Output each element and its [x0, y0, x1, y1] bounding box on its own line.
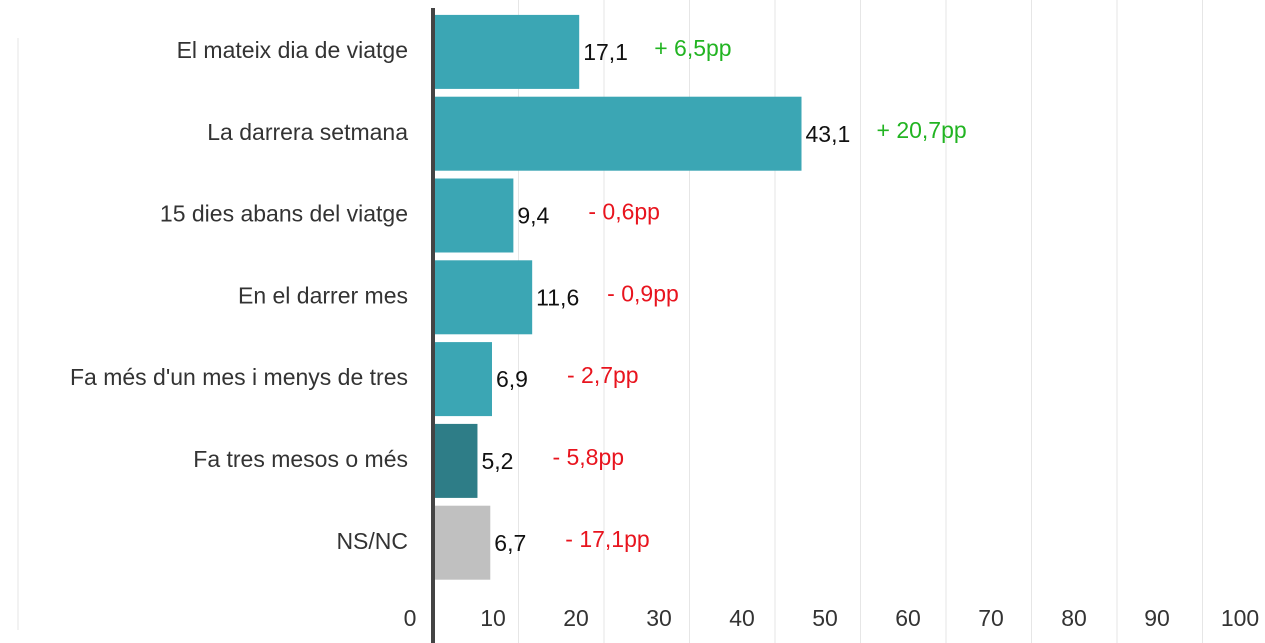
change-annotation: - 17,1pp [565, 526, 649, 552]
bar [433, 423, 478, 498]
value-label: 6,9 [496, 366, 528, 392]
value-label: 17,1 [583, 39, 628, 65]
x-tick-label: 50 [812, 605, 838, 631]
change-annotation: - 2,7pp [567, 362, 639, 388]
x-tick-label: 90 [1144, 605, 1170, 631]
value-label: 11,6 [536, 284, 579, 310]
y-tick-label: NS/NC [336, 528, 408, 554]
x-tick-label: 80 [1061, 605, 1087, 631]
bar [433, 14, 580, 89]
change-annotation: + 6,5pp [654, 35, 731, 61]
bar [433, 96, 802, 171]
value-label: 9,4 [517, 203, 549, 229]
value-label: 5,2 [481, 448, 513, 474]
x-tick-label: 60 [895, 605, 921, 631]
change-annotation: + 20,7pp [877, 117, 967, 143]
change-annotation: - 5,8pp [552, 444, 624, 470]
x-tick-label: 40 [729, 605, 755, 631]
y-tick-label: La darrera setmana [207, 119, 408, 145]
value-label: 43,1 [806, 121, 851, 147]
bar [433, 260, 533, 335]
y-tick-label: En el darrer mes [238, 282, 408, 308]
x-tick-label: 10 [480, 605, 506, 631]
change-annotation: - 0,6pp [588, 199, 660, 225]
change-annotation: - 0,9pp [607, 280, 679, 306]
bar [433, 342, 492, 417]
x-tick-label: 20 [563, 605, 589, 631]
y-tick-label: Fa més d'un mes i menys de tres [70, 364, 408, 390]
x-tick-label: 0 [404, 605, 417, 631]
x-tick-label: 100 [1221, 605, 1259, 631]
bar [433, 505, 491, 580]
x-tick-label: 70 [978, 605, 1004, 631]
y-tick-label: El mateix dia de viatge [177, 37, 408, 63]
y-tick-label: Fa tres mesos o més [193, 446, 408, 472]
y-tick-label: 15 dies abans del viatge [160, 201, 408, 227]
bar [433, 178, 514, 253]
value-label: 6,7 [494, 530, 526, 556]
x-tick-label: 30 [646, 605, 672, 631]
